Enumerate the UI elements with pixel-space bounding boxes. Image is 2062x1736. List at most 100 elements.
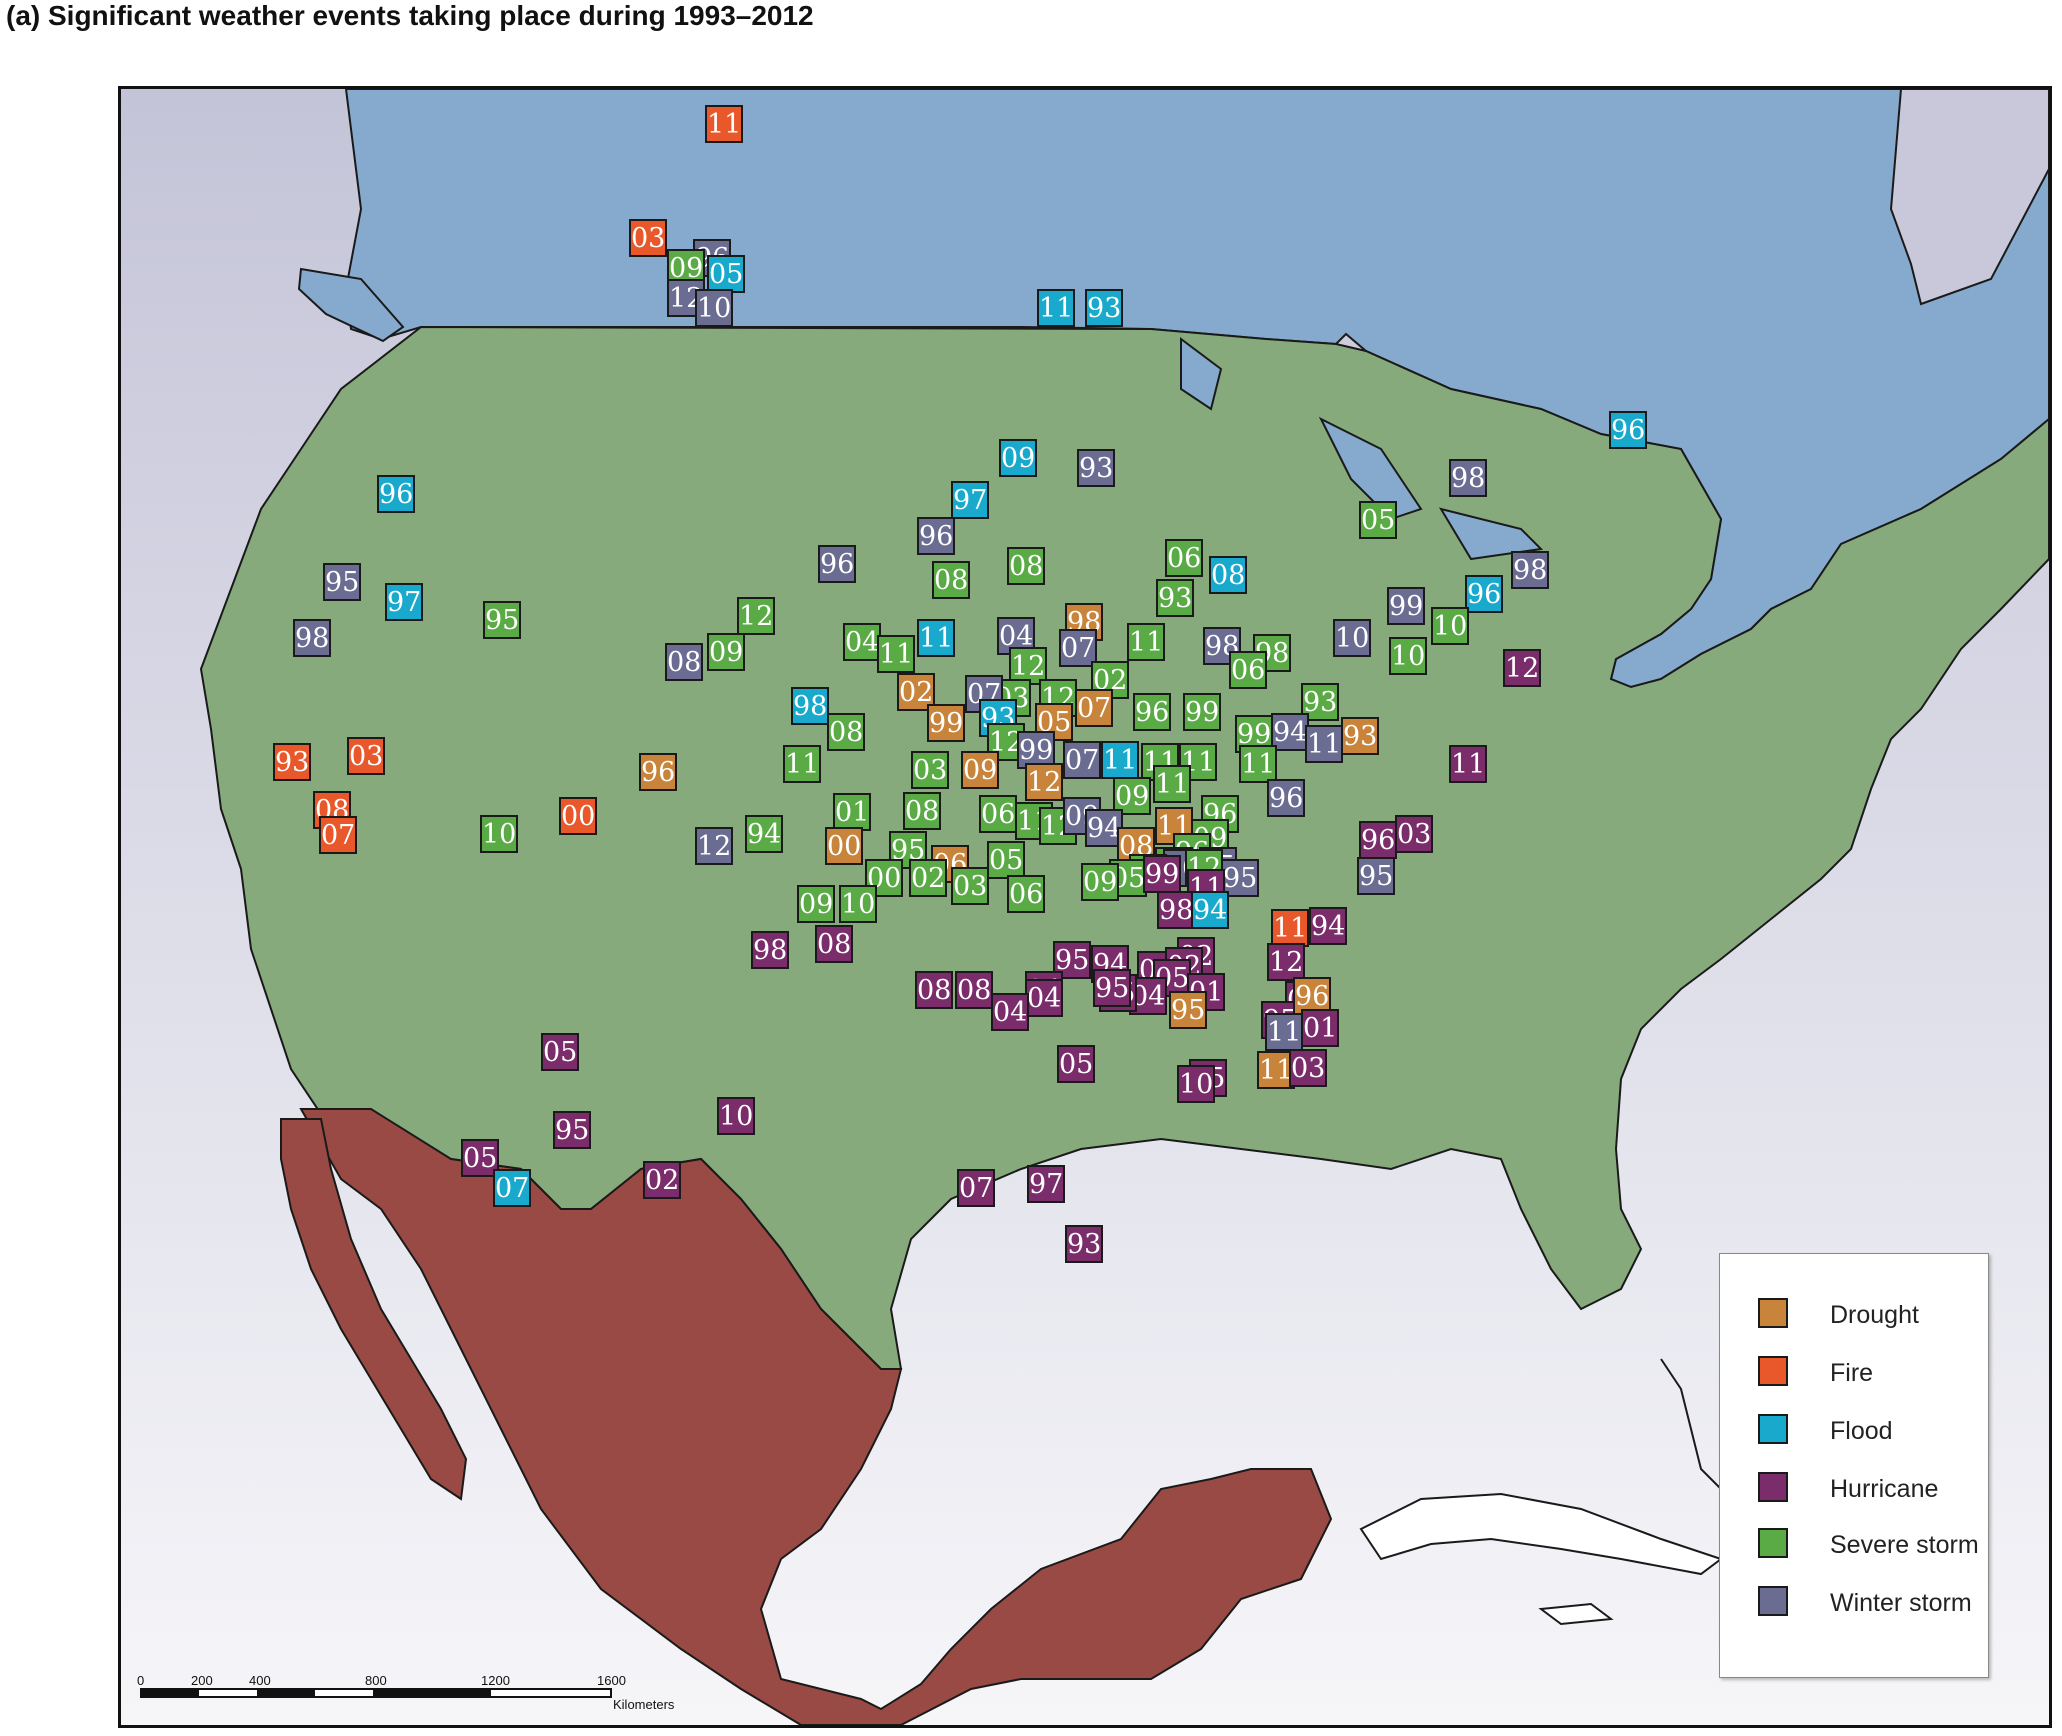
event-marker-fire: 03	[629, 219, 667, 257]
event-marker-winter-storm: 10	[695, 289, 733, 327]
event-marker-severe-storm: 09	[797, 885, 835, 923]
baja-california	[280, 1118, 468, 1501]
event-marker-severe-storm: 05	[987, 841, 1025, 879]
legend-item-severe-storm: Severe storm	[1758, 1528, 1979, 1562]
event-marker-flood: 07	[493, 1169, 531, 1207]
event-marker-severe-storm: 01	[833, 793, 871, 831]
event-marker-hurricane: 95	[553, 1111, 591, 1149]
event-marker-winter-storm: 95	[1357, 857, 1395, 895]
event-marker-severe-storm: 06	[1229, 651, 1267, 689]
event-marker-severe-storm: 08	[1007, 547, 1045, 585]
event-marker-severe-storm: 03	[951, 867, 989, 905]
event-marker-flood: 96	[377, 475, 415, 513]
event-marker-severe-storm: 09	[1113, 777, 1151, 815]
event-marker-drought: 12	[1025, 763, 1063, 801]
map-title: (a) Significant weather events taking pl…	[6, 0, 814, 31]
event-marker-winter-storm: 10	[1333, 619, 1371, 657]
jamaica-outline	[1538, 1602, 1614, 1626]
event-marker-winter-storm: 07	[1063, 741, 1101, 779]
event-marker-severe-storm: 93	[1301, 683, 1339, 721]
vancouver-island	[297, 267, 405, 343]
event-marker-flood: 97	[951, 481, 989, 519]
event-marker-winter-storm: 11	[1305, 725, 1343, 763]
event-marker-hurricane: 10	[1177, 1065, 1215, 1103]
scale-tick: 1200	[481, 1673, 510, 1688]
event-marker-winter-storm: 96	[917, 517, 955, 555]
event-marker-severe-storm: 12	[737, 597, 775, 635]
event-marker-hurricane: 03	[1289, 1049, 1327, 1087]
event-marker-winter-storm: 98	[293, 619, 331, 657]
event-marker-severe-storm: 05	[1359, 501, 1397, 539]
scale-bar: 0 200 400 800 1200 1600 Kilometers	[137, 1673, 701, 1713]
event-marker-severe-storm: 09	[1081, 863, 1119, 901]
event-marker-hurricane: 05	[461, 1139, 499, 1177]
event-marker-drought: 00	[825, 827, 863, 865]
event-marker-flood: 11	[1101, 741, 1139, 779]
event-marker-severe-storm: 00	[865, 859, 903, 897]
event-marker-severe-storm: 11	[1127, 623, 1165, 661]
event-marker-winter-storm: 93	[1077, 449, 1115, 487]
event-marker-severe-storm: 94	[745, 815, 783, 853]
map-frame: 1103960905121011939609939897059696960808…	[118, 86, 2052, 1728]
event-marker-severe-storm: 11	[877, 635, 915, 673]
event-marker-winter-storm: 99	[1017, 731, 1055, 769]
event-marker-winter-storm: 98	[1449, 459, 1487, 497]
event-marker-winter-storm: 96	[1267, 779, 1305, 817]
event-marker-severe-storm: 11	[783, 745, 821, 783]
legend-label: Hurricane	[1830, 1475, 1939, 1503]
legend-item-flood: Flood	[1758, 1414, 1978, 1448]
event-marker-flood: 08	[1209, 556, 1247, 594]
event-marker-severe-storm: 95	[483, 601, 521, 639]
event-marker-severe-storm: 09	[707, 633, 745, 671]
event-marker-drought: 11	[1257, 1051, 1295, 1089]
cuba-outline	[1359, 1492, 1724, 1576]
event-marker-fire: 11	[1271, 909, 1309, 947]
event-marker-hurricane: 12	[1503, 649, 1541, 687]
great-lakes	[1180, 337, 1544, 561]
event-marker-severe-storm: 96	[1133, 693, 1171, 731]
event-marker-fire: 11	[705, 105, 743, 143]
event-marker-flood: 96	[1465, 575, 1503, 613]
event-marker-winter-storm: 96	[818, 545, 856, 583]
event-marker-severe-storm: 10	[1389, 637, 1427, 675]
event-marker-drought: 96	[639, 753, 677, 791]
event-marker-hurricane: 03	[1395, 815, 1433, 853]
event-marker-winter-storm: 99	[1387, 587, 1425, 625]
legend-label: Severe storm	[1830, 1531, 1979, 1559]
event-marker-flood: 11	[917, 619, 955, 657]
event-marker-drought: 07	[1075, 689, 1113, 727]
legend-item-winter-storm: Winter storm	[1758, 1586, 1978, 1620]
event-marker-severe-storm: 03	[911, 751, 949, 789]
legend-item-hurricane: Hurricane	[1758, 1472, 1978, 1506]
event-marker-flood: 96	[1609, 411, 1647, 449]
event-marker-hurricane: 10	[717, 1097, 755, 1135]
event-marker-winter-storm: 95	[1221, 859, 1259, 897]
event-marker-fire: 00	[559, 797, 597, 835]
event-marker-severe-storm: 08	[932, 561, 970, 599]
event-marker-winter-storm: 08	[665, 643, 703, 681]
greenland-coast	[1889, 89, 2049, 306]
event-marker-flood: 98	[791, 687, 829, 725]
event-marker-winter-storm: 98	[1511, 551, 1549, 589]
event-marker-flood: 09	[999, 439, 1037, 477]
event-marker-hurricane: 94	[1309, 907, 1347, 945]
legend-label: Drought	[1830, 1301, 1919, 1329]
legend-label: Flood	[1830, 1417, 1893, 1445]
event-marker-severe-storm: 99	[1183, 693, 1221, 731]
event-marker-severe-storm: 10	[839, 885, 877, 923]
event-marker-hurricane: 99	[1143, 855, 1181, 893]
scale-tick: 800	[365, 1673, 387, 1688]
event-marker-flood: 93	[1085, 289, 1123, 327]
legend-label: Fire	[1830, 1359, 1874, 1387]
event-marker-hurricane: 04	[1025, 979, 1063, 1017]
event-marker-flood: 94	[1191, 891, 1229, 929]
event-marker-drought: 09	[961, 751, 999, 789]
event-marker-hurricane: 08	[955, 971, 993, 1009]
scale-tick: 0	[137, 1673, 145, 1688]
event-marker-winter-storm: 12	[695, 827, 733, 865]
event-marker-severe-storm: 93	[1156, 579, 1194, 617]
scale-tick: 400	[249, 1673, 271, 1688]
event-marker-flood: 05	[707, 255, 745, 293]
event-marker-hurricane: 95	[1093, 969, 1131, 1007]
legend-item-drought: Drought	[1758, 1298, 1978, 1332]
